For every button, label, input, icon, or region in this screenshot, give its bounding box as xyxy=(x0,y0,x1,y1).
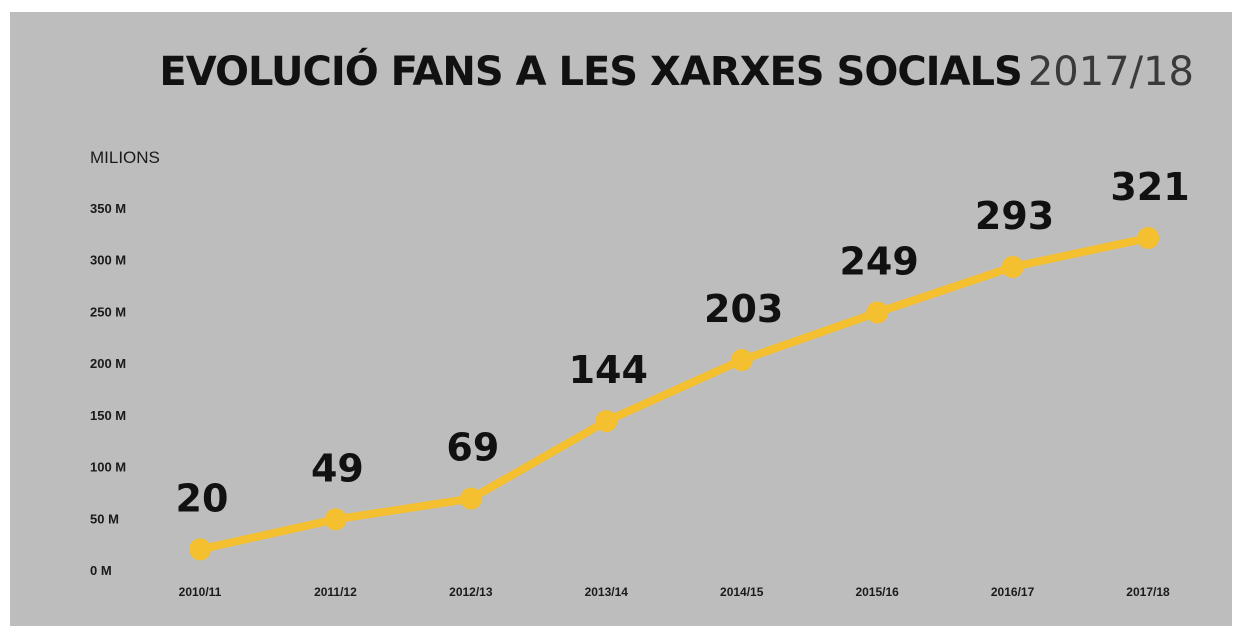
y-tick-label: 200 M xyxy=(90,356,126,371)
x-tick-label: 2010/11 xyxy=(179,585,222,599)
data-labels: 20 49 69 144 203 249 293 321 xyxy=(176,165,1190,520)
x-tick-label: 2013/14 xyxy=(585,585,629,599)
data-point xyxy=(730,349,753,372)
data-label: 249 xyxy=(839,239,918,283)
x-tick-label: 2016/17 xyxy=(991,585,1035,599)
data-point xyxy=(189,538,211,561)
y-tick-label: 0 M xyxy=(90,563,112,578)
y-tick-label: 50 M xyxy=(90,511,119,526)
data-label: 321 xyxy=(1110,165,1189,209)
data-label: 203 xyxy=(704,287,783,331)
y-tick-label: 250 M xyxy=(90,304,126,319)
data-point xyxy=(1001,255,1024,278)
x-axis-ticks: 2010/11 2011/12 2012/13 2013/14 2014/15 2015/… xyxy=(179,585,1170,599)
series-line-path xyxy=(196,233,1152,554)
y-tick-label: 350 M xyxy=(90,201,126,216)
y-tick-label: 100 M xyxy=(90,460,126,475)
x-tick-label: 2011/12 xyxy=(314,585,357,599)
chart-panel: EVOLUCIÓ FANS A LES XARXES SOCIALS 2017/1… xyxy=(10,12,1232,626)
y-axis-ticks: 0 M 50 M 100 M 150 M 200 M 250 M 300 M 350 M xyxy=(90,201,126,578)
y-tick-label: 150 M xyxy=(90,408,126,423)
data-label: 69 xyxy=(446,426,499,470)
line-chart: MILIONS 0 M 50 M 100 M 150 M 200 M 250 M 300 M… xyxy=(90,148,1190,599)
series-line xyxy=(196,233,1152,554)
chart-title-year: 2017/18 xyxy=(1027,49,1194,95)
data-label: 49 xyxy=(311,446,364,490)
data-point xyxy=(459,487,482,510)
data-point xyxy=(866,301,889,324)
chart-title-main: EVOLUCIÓ FANS A LES XARXES SOCIALS xyxy=(159,49,1022,95)
data-label: 144 xyxy=(569,348,648,392)
data-label: 293 xyxy=(975,194,1054,238)
x-tick-label: 2012/13 xyxy=(449,585,493,599)
x-tick-label: 2014/15 xyxy=(720,585,764,599)
data-label: 20 xyxy=(176,476,229,520)
y-tick-label: 300 M xyxy=(90,253,126,268)
data-point xyxy=(324,508,347,531)
y-axis-label: MILIONS xyxy=(90,148,160,167)
data-points xyxy=(189,226,1159,561)
x-tick-label: 2017/18 xyxy=(1126,585,1170,599)
data-point xyxy=(1137,226,1159,249)
x-tick-label: 2015/16 xyxy=(855,585,899,599)
chart-title: EVOLUCIÓ FANS A LES XARXES SOCIALS 2017/1… xyxy=(10,52,1232,92)
data-point xyxy=(595,410,618,433)
